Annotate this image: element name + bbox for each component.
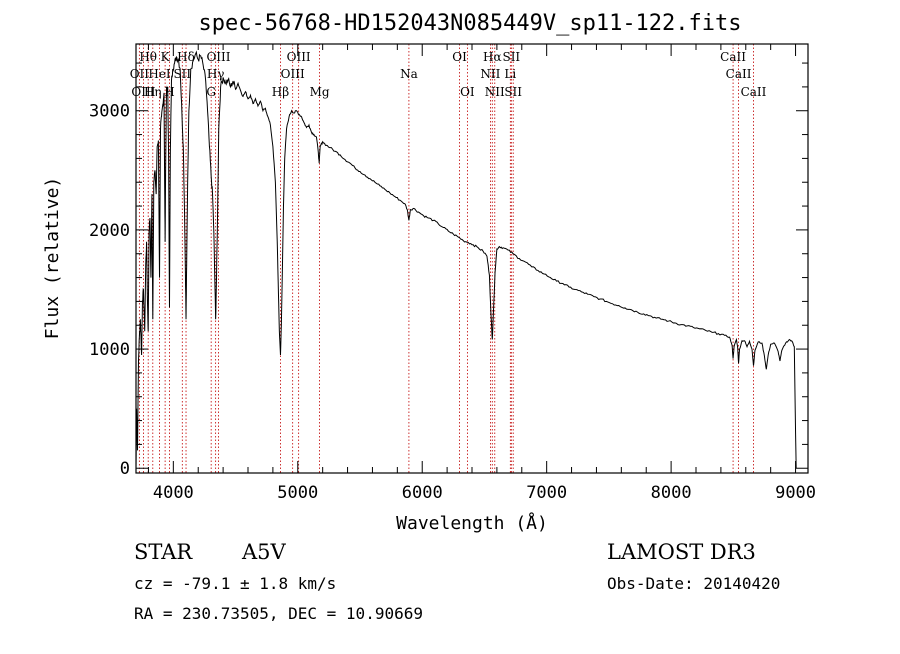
chart-title: spec-56768-HD152043N085449V_sp11-122.fit… xyxy=(198,11,741,36)
line-label: HeI xyxy=(148,67,171,81)
line-label: SII xyxy=(502,50,520,64)
spectral-line-markers xyxy=(138,44,754,473)
line-label: Li xyxy=(504,67,516,81)
line-label: SII xyxy=(173,67,191,81)
line-label: Hβ xyxy=(272,85,289,99)
observation-date: Obs-Date: 20140420 xyxy=(607,574,780,593)
coordinates: RA = 230.73505, DEC = 10.90669 xyxy=(134,604,423,623)
line-label: OII xyxy=(130,67,150,81)
line-label: Hθ xyxy=(139,50,157,64)
line-label: H xyxy=(164,85,174,99)
line-label: CaII xyxy=(726,67,752,81)
flux-line xyxy=(135,50,797,469)
spectral-subclass: A5V xyxy=(241,540,287,564)
y-tick-label: 0 xyxy=(120,459,130,479)
x-tick-label: 4000 xyxy=(153,483,194,503)
x-tick-label: 7000 xyxy=(526,483,567,503)
line-label: OI xyxy=(460,85,475,99)
line-label: NII xyxy=(480,67,500,81)
line-label: Hη xyxy=(144,85,162,99)
line-label: Hδ xyxy=(177,50,195,64)
line-label: OIII xyxy=(131,85,155,99)
line-label: OIII xyxy=(281,67,305,81)
line-label: OI xyxy=(452,50,467,64)
line-label: K xyxy=(161,50,171,64)
line-label: CaII xyxy=(720,50,746,64)
x-tick-label: 8000 xyxy=(651,483,692,503)
line-label: NII xyxy=(485,85,505,99)
y-tick-label: 2000 xyxy=(89,221,130,241)
line-label: OIII xyxy=(206,50,230,64)
line-label: Mg xyxy=(310,85,330,99)
x-tick-label: 9000 xyxy=(775,483,816,503)
line-label: CaII xyxy=(741,85,767,99)
line-label: SII xyxy=(504,85,522,99)
x-axis-ticks: 4000 5000 6000 7000 8000 9000 xyxy=(147,44,816,503)
y-tick-label: 1000 xyxy=(89,340,130,360)
x-tick-label: 6000 xyxy=(402,483,443,503)
y-tick-label: 3000 xyxy=(89,102,130,122)
line-label: G xyxy=(206,85,216,99)
line-label: Hγ xyxy=(207,67,225,81)
x-tick-label: 5000 xyxy=(277,483,318,503)
y-axis-label: Flux (relative) xyxy=(42,177,63,340)
line-label: Na xyxy=(400,67,418,81)
survey-name: LAMOST DR3 xyxy=(607,540,756,564)
flux-series xyxy=(135,50,797,469)
y-axis-ticks: 0 1000 2000 3000 xyxy=(89,62,808,479)
x-axis-label: Wavelength (Å) xyxy=(396,512,548,534)
line-label: Hα xyxy=(483,50,502,64)
object-type: STAR xyxy=(134,540,193,564)
line-label: OIII xyxy=(287,50,311,64)
redshift-value: cz = -79.1 ± 1.8 km/s xyxy=(134,574,336,593)
